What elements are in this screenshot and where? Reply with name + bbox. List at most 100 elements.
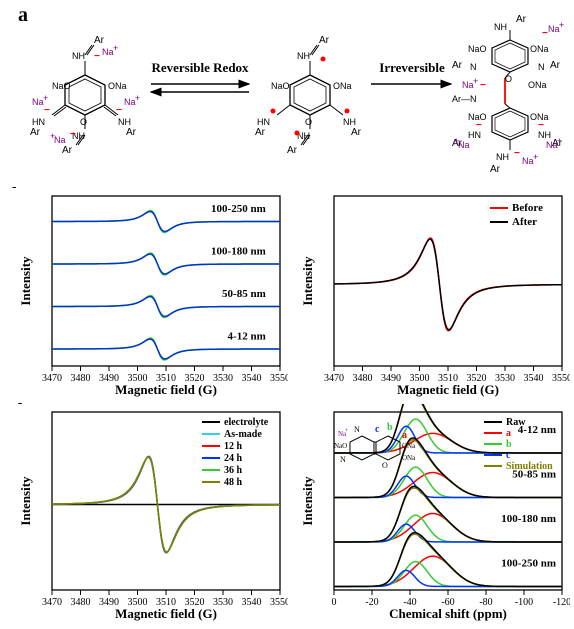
svg-text:0: 0 bbox=[332, 597, 337, 608]
svg-text:a: a bbox=[402, 430, 407, 441]
svg-text:NH: NH bbox=[72, 51, 85, 61]
svg-text:−: − bbox=[538, 120, 544, 131]
svg-text:Na: Na bbox=[54, 135, 66, 145]
svg-text:O: O bbox=[382, 461, 388, 470]
svg-text:Ar: Ar bbox=[94, 35, 105, 46]
svg-text:3480: 3480 bbox=[71, 597, 91, 608]
svg-text:+: + bbox=[473, 76, 478, 86]
svg-text:Na: Na bbox=[522, 156, 534, 166]
svg-text:-100: -100 bbox=[515, 597, 533, 608]
svg-text:Na: Na bbox=[32, 97, 44, 107]
svg-text:36 h: 36 h bbox=[224, 465, 243, 476]
svg-text:+: + bbox=[135, 93, 140, 103]
panel-e-plot: 0-20-40-60-80-100-120Chemical shift (ppm… bbox=[292, 404, 570, 622]
svg-text:b: b bbox=[387, 422, 393, 433]
svg-text:HN: HN bbox=[468, 130, 481, 140]
svg-text:+: + bbox=[557, 136, 562, 146]
svg-text:Na: Na bbox=[548, 24, 560, 34]
svg-text:−: − bbox=[514, 148, 520, 159]
svg-text:O: O bbox=[505, 74, 512, 84]
svg-text:NH: NH bbox=[343, 117, 356, 127]
svg-text:−: − bbox=[94, 51, 100, 62]
svg-text:100-180 nm: 100-180 nm bbox=[211, 246, 266, 258]
svg-text:Ar: Ar bbox=[319, 35, 330, 46]
svg-text:Magnetic field (G): Magnetic field (G) bbox=[115, 606, 217, 621]
svg-text:3470: 3470 bbox=[324, 373, 344, 384]
svg-text:3540: 3540 bbox=[524, 373, 544, 384]
svg-text:ONa: ONa bbox=[530, 44, 549, 54]
svg-text:NaO: NaO bbox=[334, 442, 347, 450]
arrow2-label: Irreversible bbox=[367, 60, 457, 76]
svg-text:3480: 3480 bbox=[353, 373, 373, 384]
svg-text:HN: HN bbox=[257, 117, 270, 127]
arrow1-label: Reversible Redox bbox=[145, 60, 255, 76]
svg-text:N: N bbox=[538, 62, 545, 72]
scheme-arrow-irreversible: Irreversible bbox=[367, 60, 457, 97]
svg-text:Ar—N: Ar—N bbox=[452, 94, 477, 104]
svg-text:Ar: Ar bbox=[62, 145, 73, 156]
svg-text:O: O bbox=[80, 117, 87, 127]
svg-text:50-85 nm: 50-85 nm bbox=[222, 288, 266, 300]
svg-text:Ar: Ar bbox=[550, 60, 561, 71]
svg-text:Ar: Ar bbox=[255, 127, 266, 138]
svg-text:3550: 3550 bbox=[552, 373, 570, 384]
svg-text:100-180 nm: 100-180 nm bbox=[501, 513, 556, 525]
svg-text:3480: 3480 bbox=[71, 373, 91, 384]
svg-text:N: N bbox=[354, 425, 360, 434]
svg-text:ONa: ONa bbox=[528, 80, 547, 90]
svg-text:−: − bbox=[116, 105, 122, 116]
svg-text:After: After bbox=[512, 216, 537, 228]
svg-text:NaO: NaO bbox=[468, 44, 487, 54]
svg-text:48 h: 48 h bbox=[224, 477, 243, 488]
svg-text:100-250 nm: 100-250 nm bbox=[501, 557, 556, 569]
svg-text:Intensity: Intensity bbox=[300, 256, 315, 306]
svg-text:a: a bbox=[506, 428, 511, 439]
svg-text:N: N bbox=[470, 62, 477, 72]
svg-text:-120: -120 bbox=[553, 597, 570, 608]
svg-text:N: N bbox=[340, 455, 346, 464]
svg-text:c: c bbox=[375, 424, 380, 435]
svg-text:3550: 3550 bbox=[270, 597, 288, 608]
svg-text:+: + bbox=[113, 43, 118, 53]
svg-text:4-12 nm: 4-12 nm bbox=[228, 331, 266, 343]
svg-text:O: O bbox=[305, 117, 312, 127]
svg-text:Before: Before bbox=[512, 202, 543, 214]
svg-text:100-250 nm: 100-250 nm bbox=[211, 203, 266, 215]
svg-text:Magnetic field (G): Magnetic field (G) bbox=[397, 382, 499, 397]
svg-text:NH: NH bbox=[496, 152, 509, 162]
svg-text:3540: 3540 bbox=[242, 373, 262, 384]
svg-text:+: + bbox=[454, 136, 459, 146]
svg-text:NH: NH bbox=[538, 130, 551, 140]
svg-text:Intensity: Intensity bbox=[18, 256, 33, 306]
svg-text:+: + bbox=[50, 131, 55, 141]
svg-text:NaO: NaO bbox=[52, 81, 71, 91]
svg-text:3470: 3470 bbox=[42, 597, 62, 608]
svg-text:Raw: Raw bbox=[506, 417, 526, 428]
svg-text:NaO: NaO bbox=[271, 81, 290, 91]
svg-text:Na: Na bbox=[546, 140, 558, 150]
svg-text:3550: 3550 bbox=[270, 373, 288, 384]
svg-text:ONa: ONa bbox=[402, 442, 416, 450]
svg-text:Ar: Ar bbox=[452, 60, 463, 71]
panel-a-scheme: a NH Ar NH Ar ONa NaO HN−Na+ NH−Na+ −Na+ bbox=[0, 0, 574, 180]
svg-text:24 h: 24 h bbox=[224, 453, 243, 464]
svg-text:Simulation: Simulation bbox=[506, 461, 553, 472]
scheme-molecule-left: NH Ar NH Ar ONa NaO HN−Na+ NH−Na+ −Na+ −… bbox=[30, 25, 140, 155]
svg-text:Na: Na bbox=[462, 80, 474, 90]
svg-text:Magnetic field (G): Magnetic field (G) bbox=[115, 382, 217, 397]
svg-text:12 h: 12 h bbox=[224, 441, 243, 452]
scheme-molecule-middle: NH Ar NH Ar ONa NaO HN NH ArAr O bbox=[255, 25, 365, 155]
svg-text:Intensity: Intensity bbox=[18, 476, 33, 526]
svg-text:3540: 3540 bbox=[242, 597, 262, 608]
svg-text:Ar: Ar bbox=[516, 14, 527, 25]
svg-text:ONa: ONa bbox=[108, 81, 127, 91]
svg-text:Na: Na bbox=[458, 140, 470, 150]
svg-text:ONa: ONa bbox=[333, 81, 352, 91]
svg-text:−: − bbox=[476, 120, 482, 131]
svg-text:Ar: Ar bbox=[490, 164, 501, 175]
svg-text:+: + bbox=[559, 20, 564, 30]
svg-text:+: + bbox=[345, 428, 349, 434]
svg-text:Ar: Ar bbox=[30, 127, 41, 138]
svg-text:−: − bbox=[44, 105, 50, 116]
scheme-molecule-right: ArNH ONaNaO −Na+ NAr NAr Na+− ONa Ar—N O… bbox=[450, 8, 570, 173]
